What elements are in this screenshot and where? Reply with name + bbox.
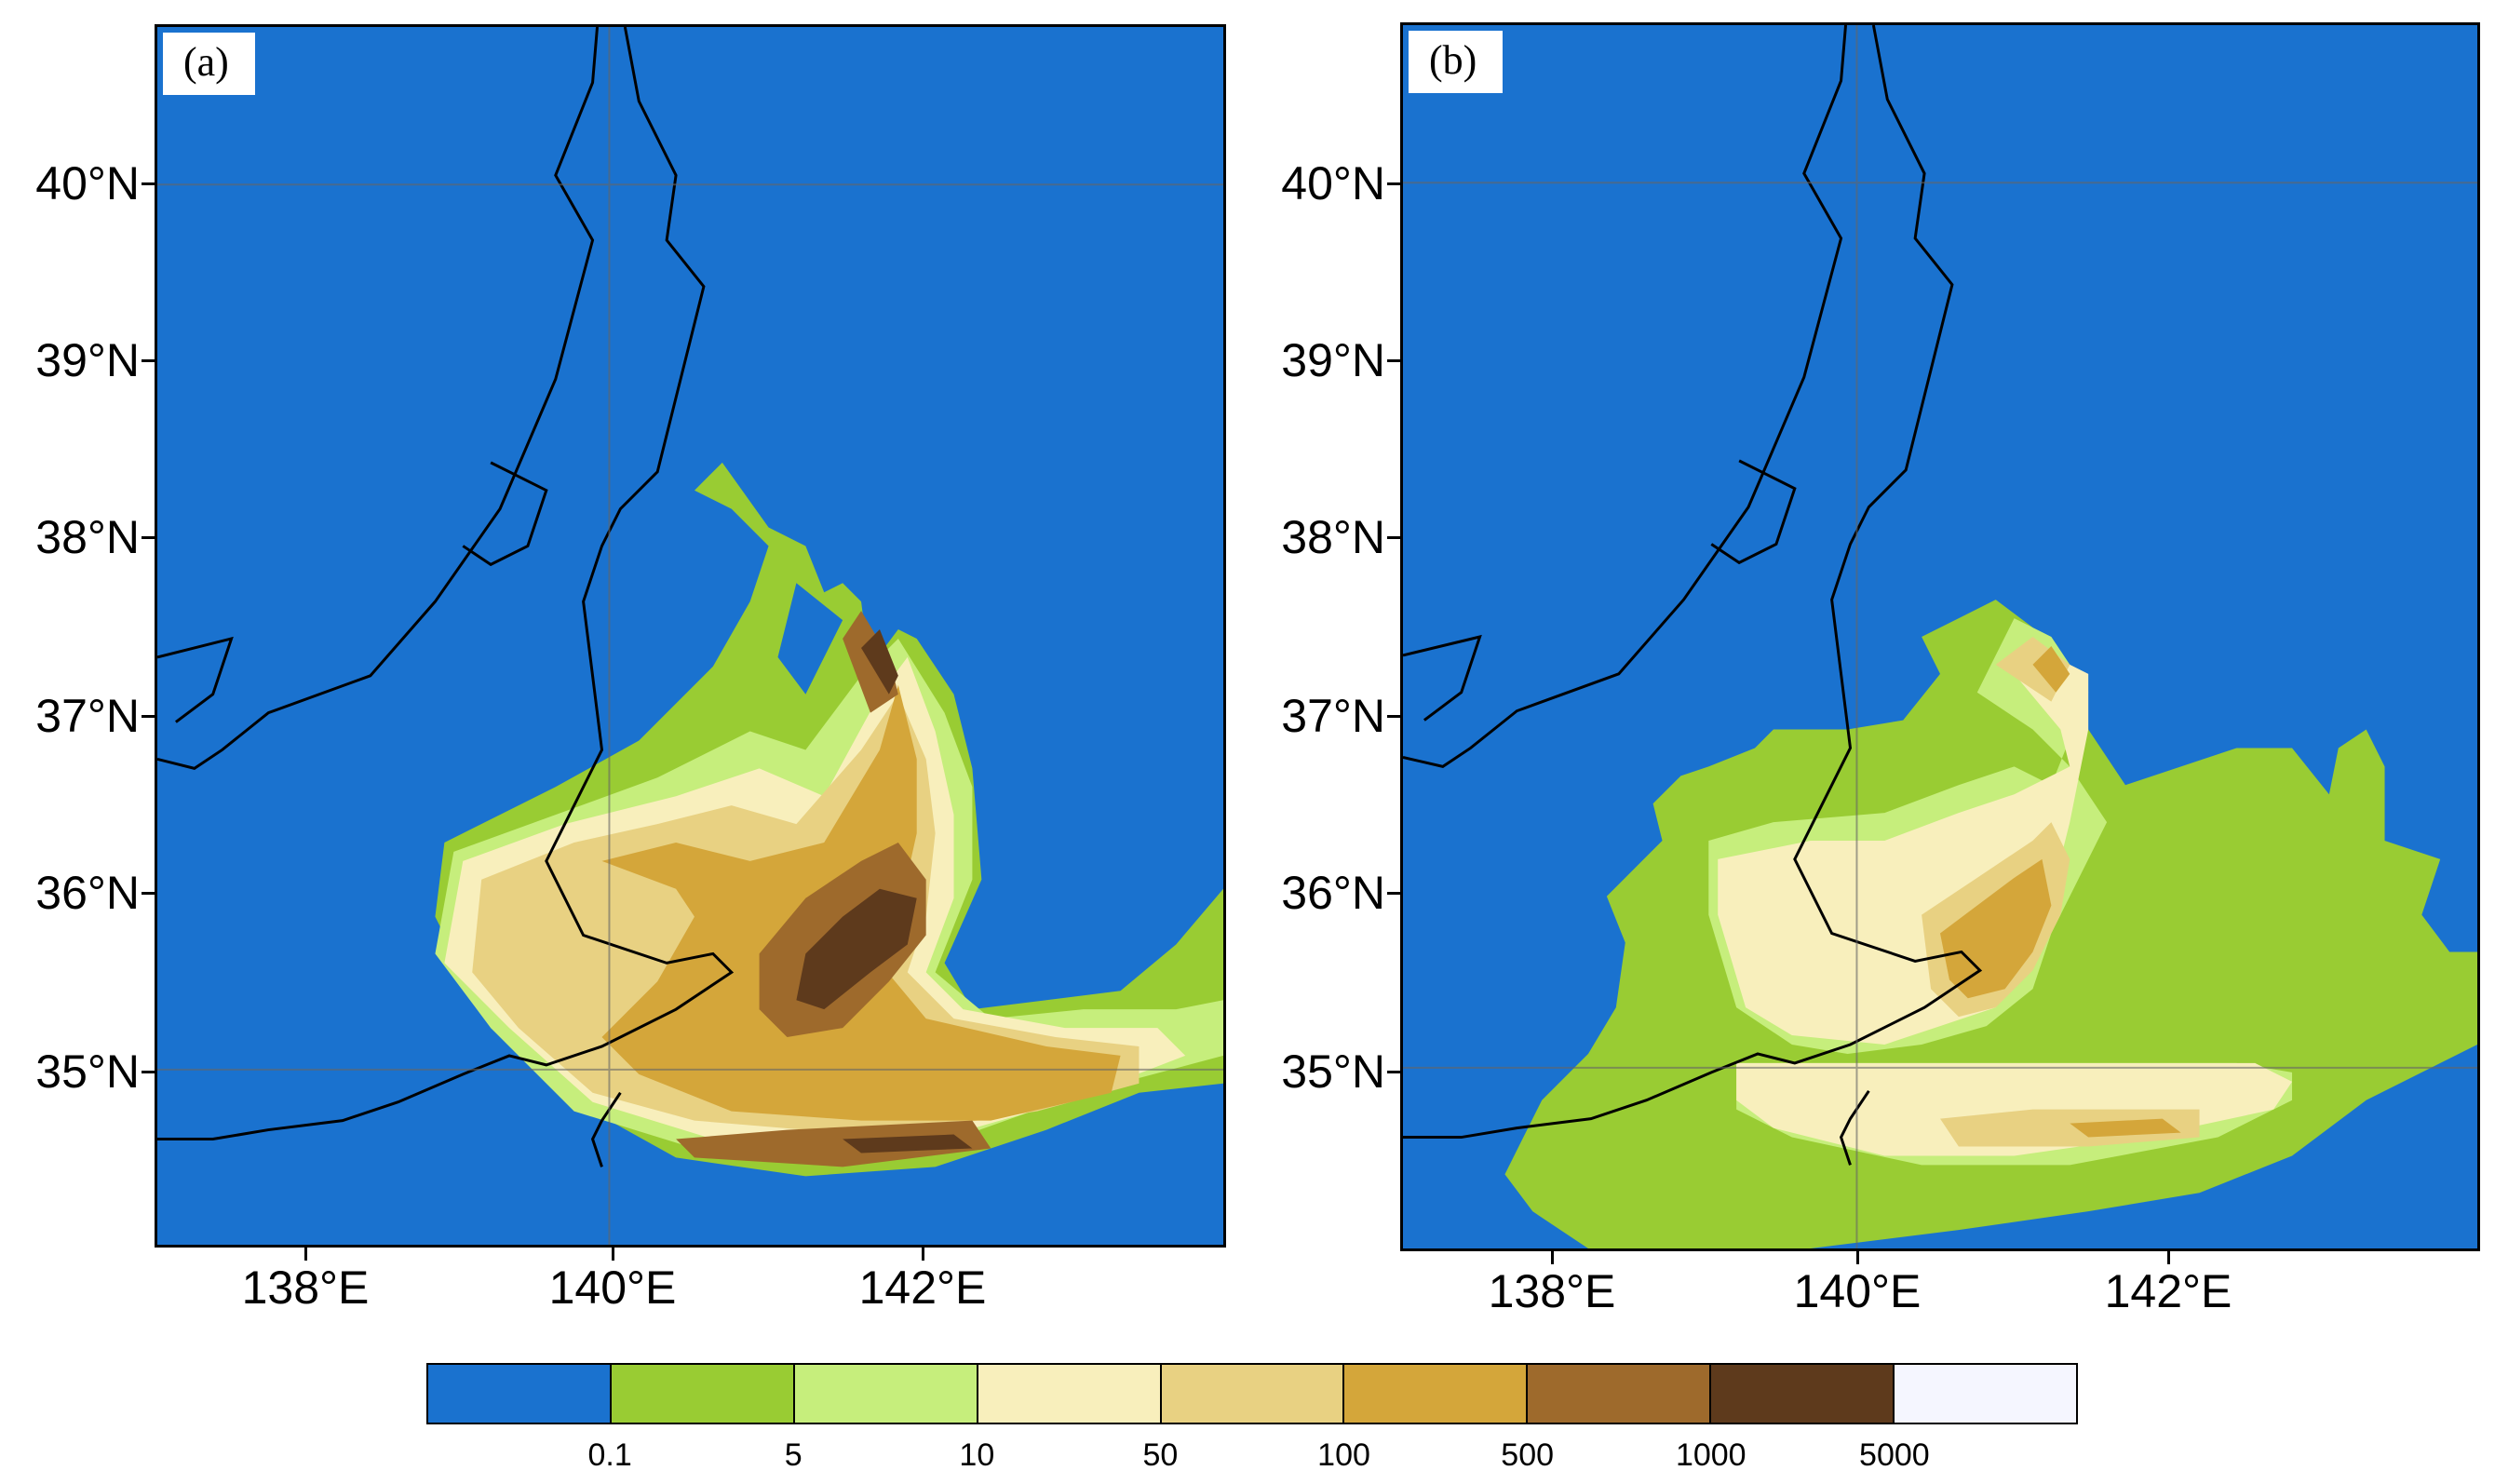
lat-label-b-40: 40°N bbox=[1281, 157, 1385, 209]
lat-tick-a-39 bbox=[142, 359, 155, 362]
panel-label-b: (b) bbox=[1409, 31, 1504, 93]
lon-tick-a-140 bbox=[612, 1248, 614, 1261]
lat-tick-b-37 bbox=[1387, 715, 1400, 718]
colorbar-swatch-6 bbox=[1528, 1365, 1712, 1423]
lon-label-a-138: 138°E bbox=[241, 1261, 370, 1314]
lat-label-b-39: 39°N bbox=[1281, 334, 1385, 386]
lat-label-a-37: 37°N bbox=[35, 690, 140, 742]
lon-tick-b-140 bbox=[1856, 1251, 1859, 1264]
coastline-b bbox=[1403, 25, 1983, 1166]
graticule-a bbox=[157, 27, 1223, 1245]
deposition-map-a bbox=[157, 27, 1223, 1245]
deposition-map-b bbox=[1403, 25, 2477, 1248]
colorbar-tick-label: 500 bbox=[1501, 1437, 1555, 1473]
colorbar-swatch-1 bbox=[611, 1365, 795, 1423]
lat-tick-a-40 bbox=[142, 182, 155, 185]
colorbar-swatch-3 bbox=[978, 1365, 1162, 1423]
lon-tick-a-142 bbox=[922, 1248, 924, 1261]
lat-tick-a-36 bbox=[142, 892, 155, 895]
lat-label-b-38: 38°N bbox=[1281, 511, 1385, 563]
lat-tick-b-38 bbox=[1387, 536, 1400, 539]
lon-label-b-138: 138°E bbox=[1488, 1265, 1616, 1317]
lon-tick-b-142 bbox=[2167, 1251, 2170, 1264]
lon-label-a-140: 140°E bbox=[548, 1261, 677, 1314]
lat-tick-a-38 bbox=[142, 536, 155, 539]
lat-tick-b-35 bbox=[1387, 1071, 1400, 1073]
lon-tick-b-138 bbox=[1551, 1251, 1554, 1264]
lat-label-b-36: 36°N bbox=[1281, 867, 1385, 919]
coastline-a bbox=[157, 27, 735, 1167]
lon-label-b-140: 140°E bbox=[1793, 1265, 1922, 1317]
lat-tick-a-35 bbox=[142, 1071, 155, 1073]
colorbar-tick-label: 1000 bbox=[1675, 1437, 1746, 1473]
lat-tick-b-39 bbox=[1387, 359, 1400, 362]
lon-tick-a-138 bbox=[304, 1248, 307, 1261]
colorbar-swatch-5 bbox=[1344, 1365, 1529, 1423]
lat-tick-b-36 bbox=[1387, 892, 1400, 895]
graticule-b bbox=[1403, 25, 2477, 1248]
plume-a bbox=[435, 462, 1223, 1177]
colorbar-swatch-8 bbox=[1895, 1365, 2077, 1423]
colorbar-swatch-0 bbox=[428, 1365, 612, 1423]
lat-label-b-35: 35°N bbox=[1281, 1046, 1385, 1098]
colorbar-swatch-4 bbox=[1161, 1365, 1345, 1423]
colorbar-tick-label: 10 bbox=[959, 1437, 995, 1473]
colorbar-tick-label: 100 bbox=[1317, 1437, 1370, 1473]
lat-tick-b-40 bbox=[1387, 182, 1400, 185]
map-panel-b: (b) bbox=[1400, 22, 2480, 1251]
colorbar-tick-label: 5000 bbox=[1859, 1437, 1930, 1473]
lat-label-a-36: 36°N bbox=[35, 867, 140, 919]
lat-tick-a-37 bbox=[142, 715, 155, 718]
colorbar-tick-label: 50 bbox=[1142, 1437, 1179, 1473]
lon-label-b-142: 142°E bbox=[2104, 1265, 2232, 1317]
lat-label-a-38: 38°N bbox=[35, 511, 140, 563]
lat-label-a-39: 39°N bbox=[35, 334, 140, 386]
colorbar-tick-label: 0.1 bbox=[587, 1437, 632, 1473]
lon-label-a-142: 142°E bbox=[858, 1261, 987, 1314]
plume-b bbox=[1504, 600, 2477, 1248]
colorbar-tick-label: 5 bbox=[784, 1437, 802, 1473]
lat-label-a-40: 40°N bbox=[35, 157, 140, 209]
colorbar bbox=[426, 1363, 2078, 1424]
lat-label-b-37: 37°N bbox=[1281, 690, 1385, 742]
colorbar-swatch-2 bbox=[794, 1365, 978, 1423]
panel-label-a: (a) bbox=[163, 33, 255, 95]
map-panel-a: (a) bbox=[155, 24, 1226, 1248]
lat-label-a-35: 35°N bbox=[35, 1046, 140, 1098]
colorbar-swatch-7 bbox=[1711, 1365, 1895, 1423]
